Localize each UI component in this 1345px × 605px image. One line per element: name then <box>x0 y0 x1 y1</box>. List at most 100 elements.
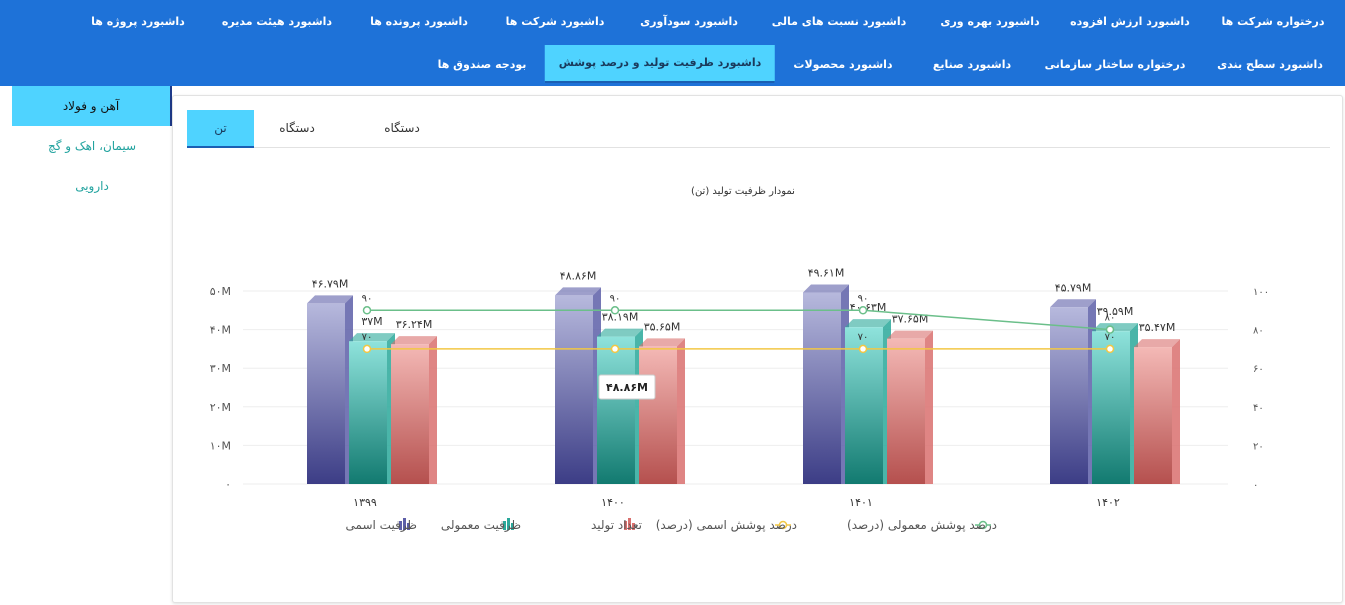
tab-2[interactable]: دستگاه <box>384 121 420 135</box>
bar-1-2 <box>845 327 883 484</box>
bar-label: ۴۵.۷۹M <box>1055 281 1092 294</box>
bar-2-3 <box>1134 347 1172 484</box>
bar-top <box>845 319 891 328</box>
content-panel: تن دستگاه دستگاه نمودار ظرفیت تولید (تن) ۰ ۱… <box>172 95 1343 603</box>
line-point <box>858 306 868 315</box>
bar-top <box>349 333 395 342</box>
nav-item-row2-4[interactable]: داشبورد ظرفیت تولید و درصد پوشش <box>544 45 776 83</box>
bar-2-1 <box>639 346 677 484</box>
bar-0-0 <box>307 303 345 484</box>
y-right-tick: ۰ <box>1253 480 1258 491</box>
legend-icon <box>511 523 514 530</box>
y-right-tick: ۱۰۰ <box>1253 287 1269 298</box>
x-tick: ۱۴۰۱ <box>849 496 873 509</box>
bar-label: ۴۶.۷۹M <box>312 277 349 290</box>
bar-2-0 <box>391 344 429 484</box>
tooltip-box <box>598 374 656 400</box>
y-left-tick: ۰ <box>225 478 231 491</box>
bar-side <box>677 338 685 484</box>
bar-top <box>307 295 353 304</box>
legend-icon <box>407 523 410 530</box>
top-navigation: درختواره شرکت ها داشبورد ارزش افزوده داشبو… <box>0 0 1345 86</box>
legend-icon <box>628 518 631 530</box>
bar-1-1 <box>597 336 635 484</box>
nav-item-row1-7[interactable]: داشبورد هیئت مدیره <box>221 15 333 28</box>
y-left-tick: ۲۰M <box>210 401 231 414</box>
line-point <box>362 306 372 315</box>
bar-0-2 <box>803 292 841 484</box>
sidebar-item-2[interactable]: دارویی <box>75 179 109 193</box>
bar-label: ۳۶.۲۴M <box>396 318 433 331</box>
nav-item-row2-2[interactable]: داشبورد صنایع <box>932 58 1012 71</box>
bar-1-3 <box>1092 331 1130 484</box>
nav-item-row1-0[interactable]: درختواره شرکت ها <box>1221 15 1325 28</box>
sidebar-item-1[interactable]: سیمان، اهک و گچ <box>47 139 137 153</box>
legend-icon <box>507 518 510 530</box>
nav-item-row2-1[interactable]: درختواره ساختار سازمانی <box>1044 58 1186 71</box>
bar-0-3 <box>1050 307 1088 484</box>
line-point <box>362 344 372 354</box>
bar-1-0 <box>349 341 387 484</box>
line-1 <box>367 309 1111 331</box>
line-point <box>1105 325 1115 334</box>
nav-item-row2-5[interactable]: بودجه صندوق ها <box>437 58 527 71</box>
legend-icon <box>778 520 788 530</box>
bar-top <box>639 338 685 347</box>
bar-top <box>1092 323 1138 332</box>
bar-2-2 <box>887 338 925 484</box>
bar-top <box>887 330 933 339</box>
nav-item-row1-6[interactable]: داشبورد پرونده ها <box>370 15 468 28</box>
line-point <box>858 344 868 354</box>
bar-top <box>1050 299 1096 308</box>
bar-top <box>555 287 601 296</box>
legend-label-4: درصد پوشش معمولی (درصد) <box>847 518 997 533</box>
bar-top <box>803 284 849 293</box>
tab-1[interactable]: دستگاه <box>279 121 315 135</box>
bar-side <box>925 330 933 484</box>
bar-label: ۳۵.۴۷M <box>1139 321 1176 334</box>
bar-top <box>1134 339 1180 348</box>
legend-label-1: ظرفیت معمولی <box>441 518 521 533</box>
nav-item-row1-1[interactable]: داشبورد ارزش افزوده <box>1070 15 1190 28</box>
unit-tabs: تن دستگاه دستگاه <box>187 110 1330 148</box>
y-left-tick: ۴۰M <box>210 324 231 337</box>
line-point <box>610 344 620 354</box>
y-right-tick: ۴۰ <box>1253 403 1264 414</box>
line-label: ۷۰ <box>1105 332 1116 343</box>
nav-item-row2-3[interactable]: داشبورد محصولات <box>793 58 893 71</box>
line-point <box>1105 344 1115 354</box>
line-label: ۹۰ <box>858 293 869 304</box>
nav-item-row1-3[interactable]: داشبورد نسبت های مالی <box>771 15 907 28</box>
y-right-tick: ۲۰ <box>1253 441 1264 452</box>
y-left-tick: ۵۰M <box>210 285 231 298</box>
line-label: ۹۰ <box>362 293 373 304</box>
legend-icon <box>624 521 627 530</box>
bar-label: ۴۸.۸۶M <box>560 269 597 282</box>
bar-label: ۳۷M <box>361 315 382 328</box>
bar-side <box>1172 339 1180 484</box>
nav-item-row1-5[interactable]: داشبورد شرکت ها <box>505 15 605 28</box>
bar-label: ۳۸.۱۹M <box>602 311 639 324</box>
legend-label-2: تعداد تولید <box>591 518 642 533</box>
nav-row-2: داشبورد سطح بندی درختواره ساختار سازمانی د… <box>0 43 1345 86</box>
bar-label: ۳۷.۶۵M <box>892 313 929 326</box>
nav-item-row1-2[interactable]: داشبورد بهره وری <box>940 15 1040 28</box>
tab-0[interactable]: تن <box>187 110 254 148</box>
bar-label: ۳۹.۵۹M <box>1097 305 1134 318</box>
legend-label-3: درصد پوشش اسمی (درصد) <box>656 518 797 533</box>
nav-item-row1-4[interactable]: داشبورد سودآوری <box>640 15 738 28</box>
x-tick: ۱۴۰۰ <box>601 496 625 509</box>
bar-0-1 <box>555 295 593 484</box>
line-label: ۷۰ <box>858 332 869 343</box>
x-tick: ۱۳۹۹ <box>353 496 377 509</box>
bar-label: ۳۵.۶۵M <box>644 320 681 333</box>
bar-top <box>597 328 643 337</box>
nav-item-row2-0[interactable]: داشبورد سطح بندی <box>1217 58 1323 71</box>
bar-label: ۴۹.۶۱M <box>808 267 845 280</box>
line-label: ۹۰ <box>610 293 621 304</box>
sidebar-item-0[interactable]: آهن و فولاد <box>12 86 172 126</box>
legend-icon <box>632 523 635 530</box>
legend-icon <box>978 520 988 530</box>
chart-title: نمودار ظرفیت تولید (تن) <box>691 186 795 197</box>
nav-item-row1-8[interactable]: داشبورد پروژه ها <box>91 15 185 28</box>
